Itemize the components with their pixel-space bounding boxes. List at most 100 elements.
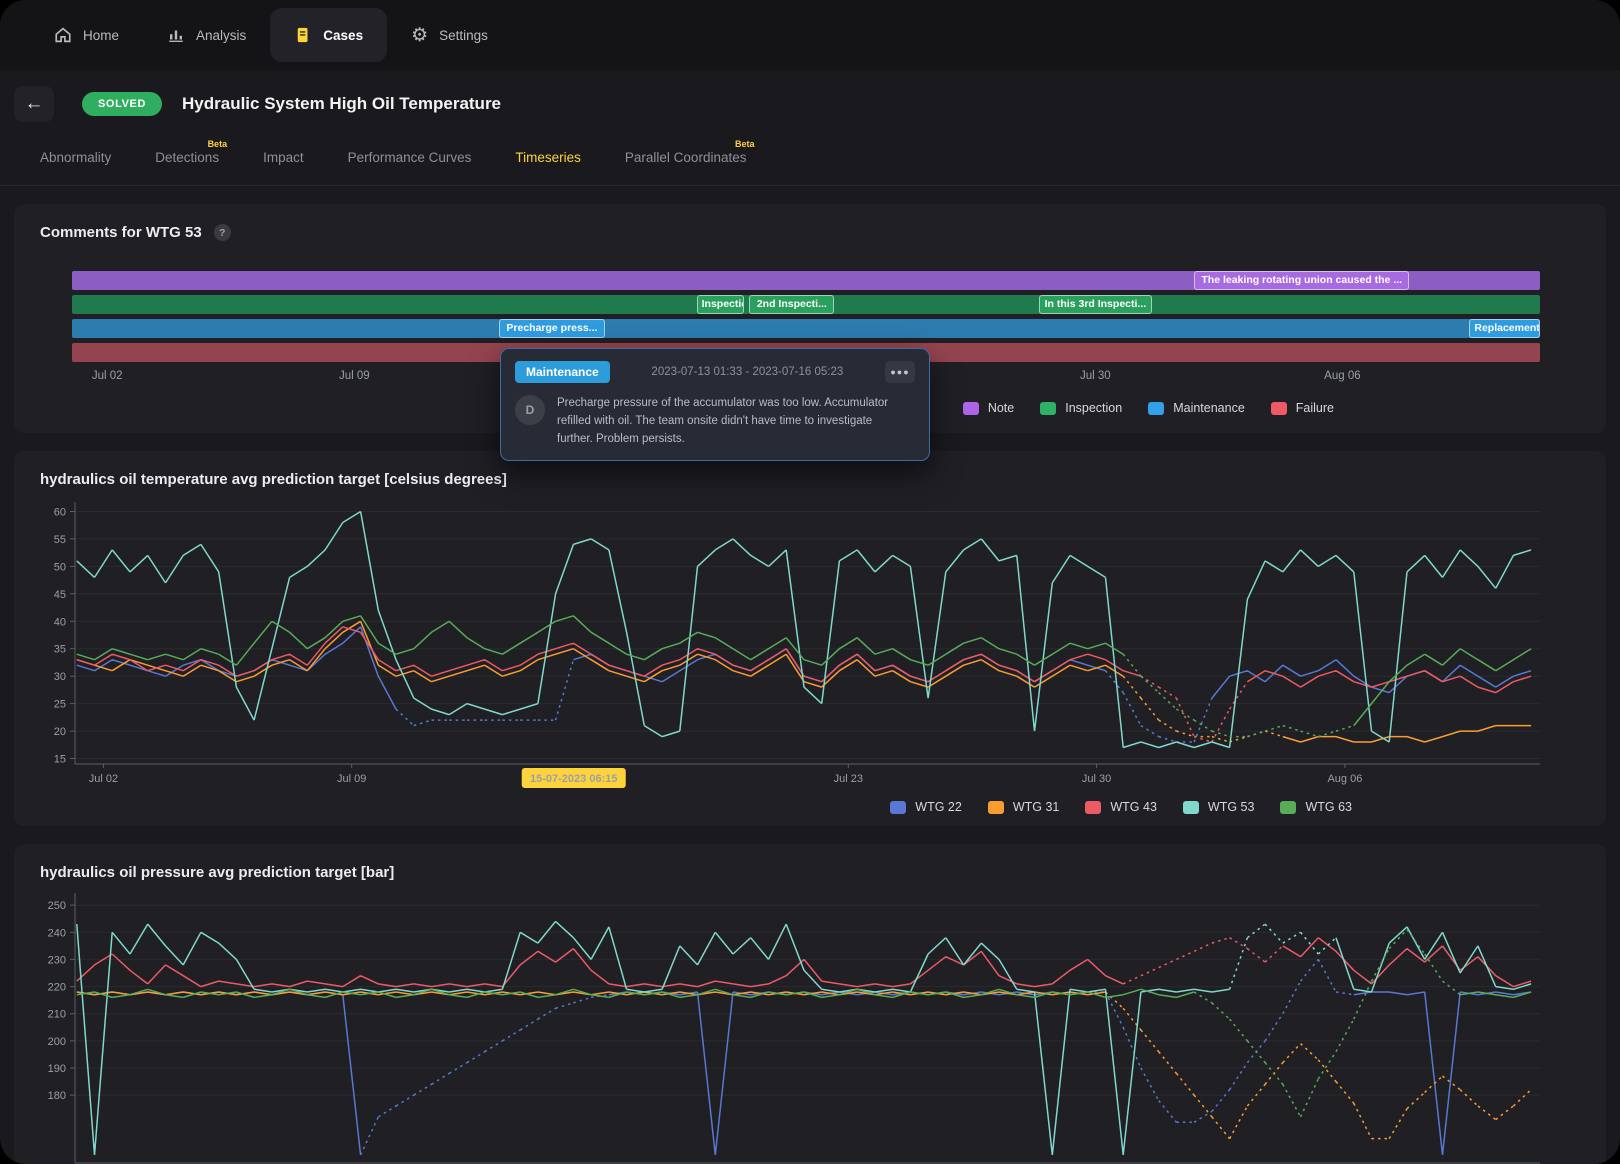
comments-panel: Comments for WTG 53 ? The leaking rotati… [14,204,1606,462]
x-tick-label: Aug 06 [1327,773,1362,785]
y-tick-label: 180 [48,1090,66,1102]
temperature-chart-title: hydraulics oil temperature avg predictio… [40,471,507,488]
timeline-event-chip[interactable]: In this 3rd Inspecti... [1038,295,1152,314]
legend-item-wtg-22[interactable]: WTG 22 [890,798,962,816]
timeline-legend: Note Inspection Maintenance Failure [962,401,1334,415]
legend-label: Failure [1295,401,1334,415]
beta-badge: Beta [734,139,755,149]
case-tabs: Abnormality Detections Beta Impact Perfor… [0,126,1620,186]
series-line-dashed-wtg-63 [1122,653,1355,738]
legend-label: WTG 63 [1305,800,1352,814]
cases-icon [294,26,312,44]
timeline-event-chip[interactable]: Replacement... [1469,319,1540,338]
legend-swatch [987,800,1004,814]
y-tick-label: 55 [54,534,66,546]
series-line-wtg-63 [76,615,1532,727]
back-button[interactable]: ← [14,86,54,122]
y-tick-label: 30 [54,671,66,683]
legend-swatch [962,401,979,415]
popup-date-range: 2023-07-13 01:33 - 2023-07-16 05:23 [651,366,844,378]
legend-item-wtg-63[interactable]: WTG 63 [1280,798,1352,816]
legend-item-failure[interactable]: Failure [1270,401,1334,415]
legend-item-wtg-53[interactable]: WTG 53 [1182,798,1255,816]
tab-parallel-coordinates[interactable]: Parallel Coordinates Beta [624,139,755,165]
popup-comment-text: Precharge pressure of the accumulator wa… [557,397,889,445]
pressure-chart-panel: hydraulics oil pressure avg prediction t… [14,844,1606,1164]
pressure-chart-canvas[interactable]: 250 240 230 220 210 200 190 180 [40,889,1580,1164]
series-line-dashed-wtg-22 [395,659,1213,743]
temperature-chart-panel: hydraulics oil temperature avg predictio… [14,451,1606,826]
y-tick-label: 45 [54,589,66,601]
timeline-axis-tick: Aug 06 [1324,370,1361,382]
popup-avatar: D [515,395,545,425]
tab-timeseries[interactable]: Timeseries [515,150,581,165]
temperature-chart[interactable]: 60 55 50 45 40 35 30 25 20 15 Jul 02 Jul 09 Jul 23 Ju… [40,496,1580,796]
temperature-chart-legend: WTG 22 WTG 31 WTG 43 WTG 53 WTG 63 [40,798,1580,816]
legend-label: Inspection [1065,401,1123,415]
timeline-axis-tick: Jul 30 [1079,370,1111,382]
nav-item-analysis[interactable]: Analysis [143,0,270,70]
legend-item-inspection[interactable]: Inspection [1040,401,1122,415]
timeline-axis-tick: Jul 02 [91,370,123,382]
nav-item-settings[interactable]: ⚙ Settings [387,0,512,70]
help-icon[interactable]: ? [213,224,231,241]
legend-label: WTG 22 [915,800,962,814]
x-tick-label: Jul 30 [1082,773,1111,785]
timeline-axis-tick: Jul 09 [338,370,370,382]
beta-badge: Beta [207,139,228,149]
series-line-wtg-22 [76,626,1532,710]
series-line-wtg-43 [76,937,1532,988]
timeline-row-note: The leaking rotating union caused the ..… [72,271,1540,290]
legend-label: WTG 53 [1207,800,1255,814]
series-line-dashed-wtg-53 [1228,923,1337,990]
series-line-wtg-43 [76,626,1532,694]
nav-item-label: Analysis [196,27,247,43]
top-nav: Home Analysis Cases ⚙ Settings [0,0,1620,70]
series-line-wtg-22 [76,991,1532,1155]
y-tick-label: 25 [54,699,66,711]
tab-impact[interactable]: Impact [263,150,304,165]
y-tick-label: 210 [48,1009,66,1021]
y-tick-label: 50 [54,561,66,573]
timeline-event-chip[interactable]: 2nd Inspecti... [749,295,835,314]
series-line-dashed-wtg-22 [359,958,1354,1156]
legend-item-wtg-43[interactable]: WTG 43 [1085,798,1157,816]
status-badge: SOLVED [82,92,163,116]
legend-item-note[interactable]: Note [962,401,1014,415]
tab-abnormality[interactable]: Abnormality [40,150,112,165]
nav-item-label: Cases [323,27,364,43]
comments-title: Comments for WTG 53 [40,224,202,241]
legend-label: Maintenance [1173,401,1245,415]
timeline-event-chip[interactable]: Inspection... [696,295,745,314]
nav-item-label: Settings [439,27,488,43]
series-line-dashed-wtg-31 [1104,991,1532,1140]
series-line-wtg-63 [76,988,1532,999]
timeline-event-chip[interactable]: Precharge press... [499,319,605,338]
legend-swatch [1085,800,1102,814]
axis-marker-chip [521,768,626,788]
case-header: ← SOLVED Hydraulic System High Oil Tempe… [0,70,1620,126]
popup-menu-button[interactable]: ●●● [885,361,915,383]
home-icon [54,26,72,44]
legend-item-maintenance[interactable]: Maintenance [1148,401,1245,415]
tab-performance-curves[interactable]: Performance Curves [347,150,472,165]
nav-item-home[interactable]: Home [30,0,143,70]
pressure-chart[interactable]: 250 240 230 220 210 200 190 180 [40,889,1580,1164]
y-tick-label: 200 [48,1036,66,1048]
settings-gear-icon: ⚙ [411,24,429,46]
timeline-row-maintenance: Precharge press... Replacement... [72,319,1540,338]
tab-detections[interactable]: Detections Beta [155,139,228,165]
y-tick-label: 40 [54,616,66,628]
series-line-wtg-53 [76,920,1532,1155]
comment-popup: Maintenance 2023-07-13 01:33 - 2023-07-1… [500,348,930,462]
temperature-chart-canvas[interactable]: 60 55 50 45 40 35 30 25 20 15 Jul 02 Jul 09 Jul 23 Ju… [40,496,1580,796]
series-line-dashed-wtg-43 [1122,936,1284,985]
timeline-event-chip[interactable]: The leaking rotating union caused the ..… [1194,271,1410,290]
nav-item-cases[interactable]: Cases [270,8,388,62]
y-tick-label: 35 [54,644,66,656]
timeline-row-inspection: Inspection...2nd Inspecti... In this 3rd … [72,295,1540,314]
legend-swatch [1182,800,1199,814]
series-line-dashed-wtg-43 [1140,675,1249,743]
legend-item-wtg-31[interactable]: WTG 31 [987,798,1059,816]
